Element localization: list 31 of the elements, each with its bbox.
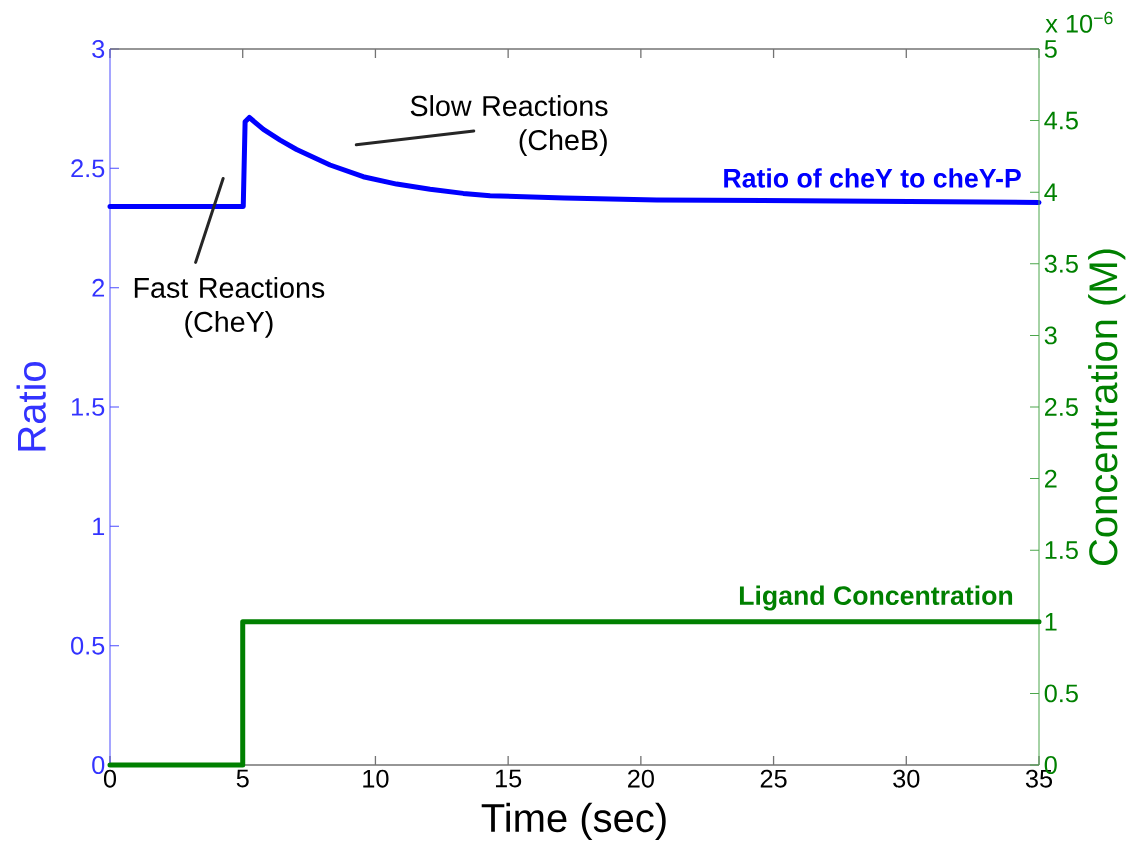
y2-tick-label: 2.5 — [1044, 398, 1078, 416]
y2-axis-title: Concentration (M) — [1088, 249, 1126, 566]
y-axis-title: Ratio — [16, 361, 46, 451]
series-label: Ligand Concentration — [739, 585, 1013, 611]
annotation: Fast Reactions (CheY) — [134, 276, 325, 338]
y-tick-label: 1 — [93, 517, 105, 536]
y-tick-label: 0 — [92, 756, 105, 774]
x-tick-label: 5 — [236, 769, 249, 788]
y-tick-label: 2.5 — [71, 159, 105, 178]
series-label: Ratio of cheY to cheY-P — [724, 168, 1021, 188]
x-tick-label: 15 — [495, 769, 522, 788]
x-tick-label: 20 — [628, 769, 654, 788]
y2-tick-label: 3.5 — [1044, 254, 1078, 273]
y2-tick-label: 2 — [1044, 469, 1057, 488]
y2-tick-label: 4.5 — [1044, 111, 1078, 130]
y2-tick-label: 1 — [1045, 613, 1057, 631]
annotation: Slow Reactions (CheB) — [410, 95, 608, 156]
y-tick-label: 3 — [92, 40, 105, 58]
y-tick-label: 0.5 — [71, 636, 105, 655]
x-axis-title: Time (sec) — [481, 802, 666, 841]
y2-tick-label: 4 — [1044, 183, 1058, 201]
y2-tick-label: 5 — [1044, 40, 1057, 58]
y-tick-label: 2 — [92, 278, 105, 297]
x-tick-label: 30 — [893, 769, 920, 788]
y-tick-label: 1.5 — [72, 398, 105, 416]
y2-tick-label: 0.5 — [1044, 684, 1078, 703]
y2-tick-label: 3 — [1044, 326, 1057, 345]
text: x 10$^{−6}$ — [1045, 11, 1113, 33]
x-tick-label: 10 — [363, 769, 389, 788]
x-tick-label: 25 — [760, 769, 787, 788]
y2-tick-label: 1.5 — [1045, 541, 1078, 560]
